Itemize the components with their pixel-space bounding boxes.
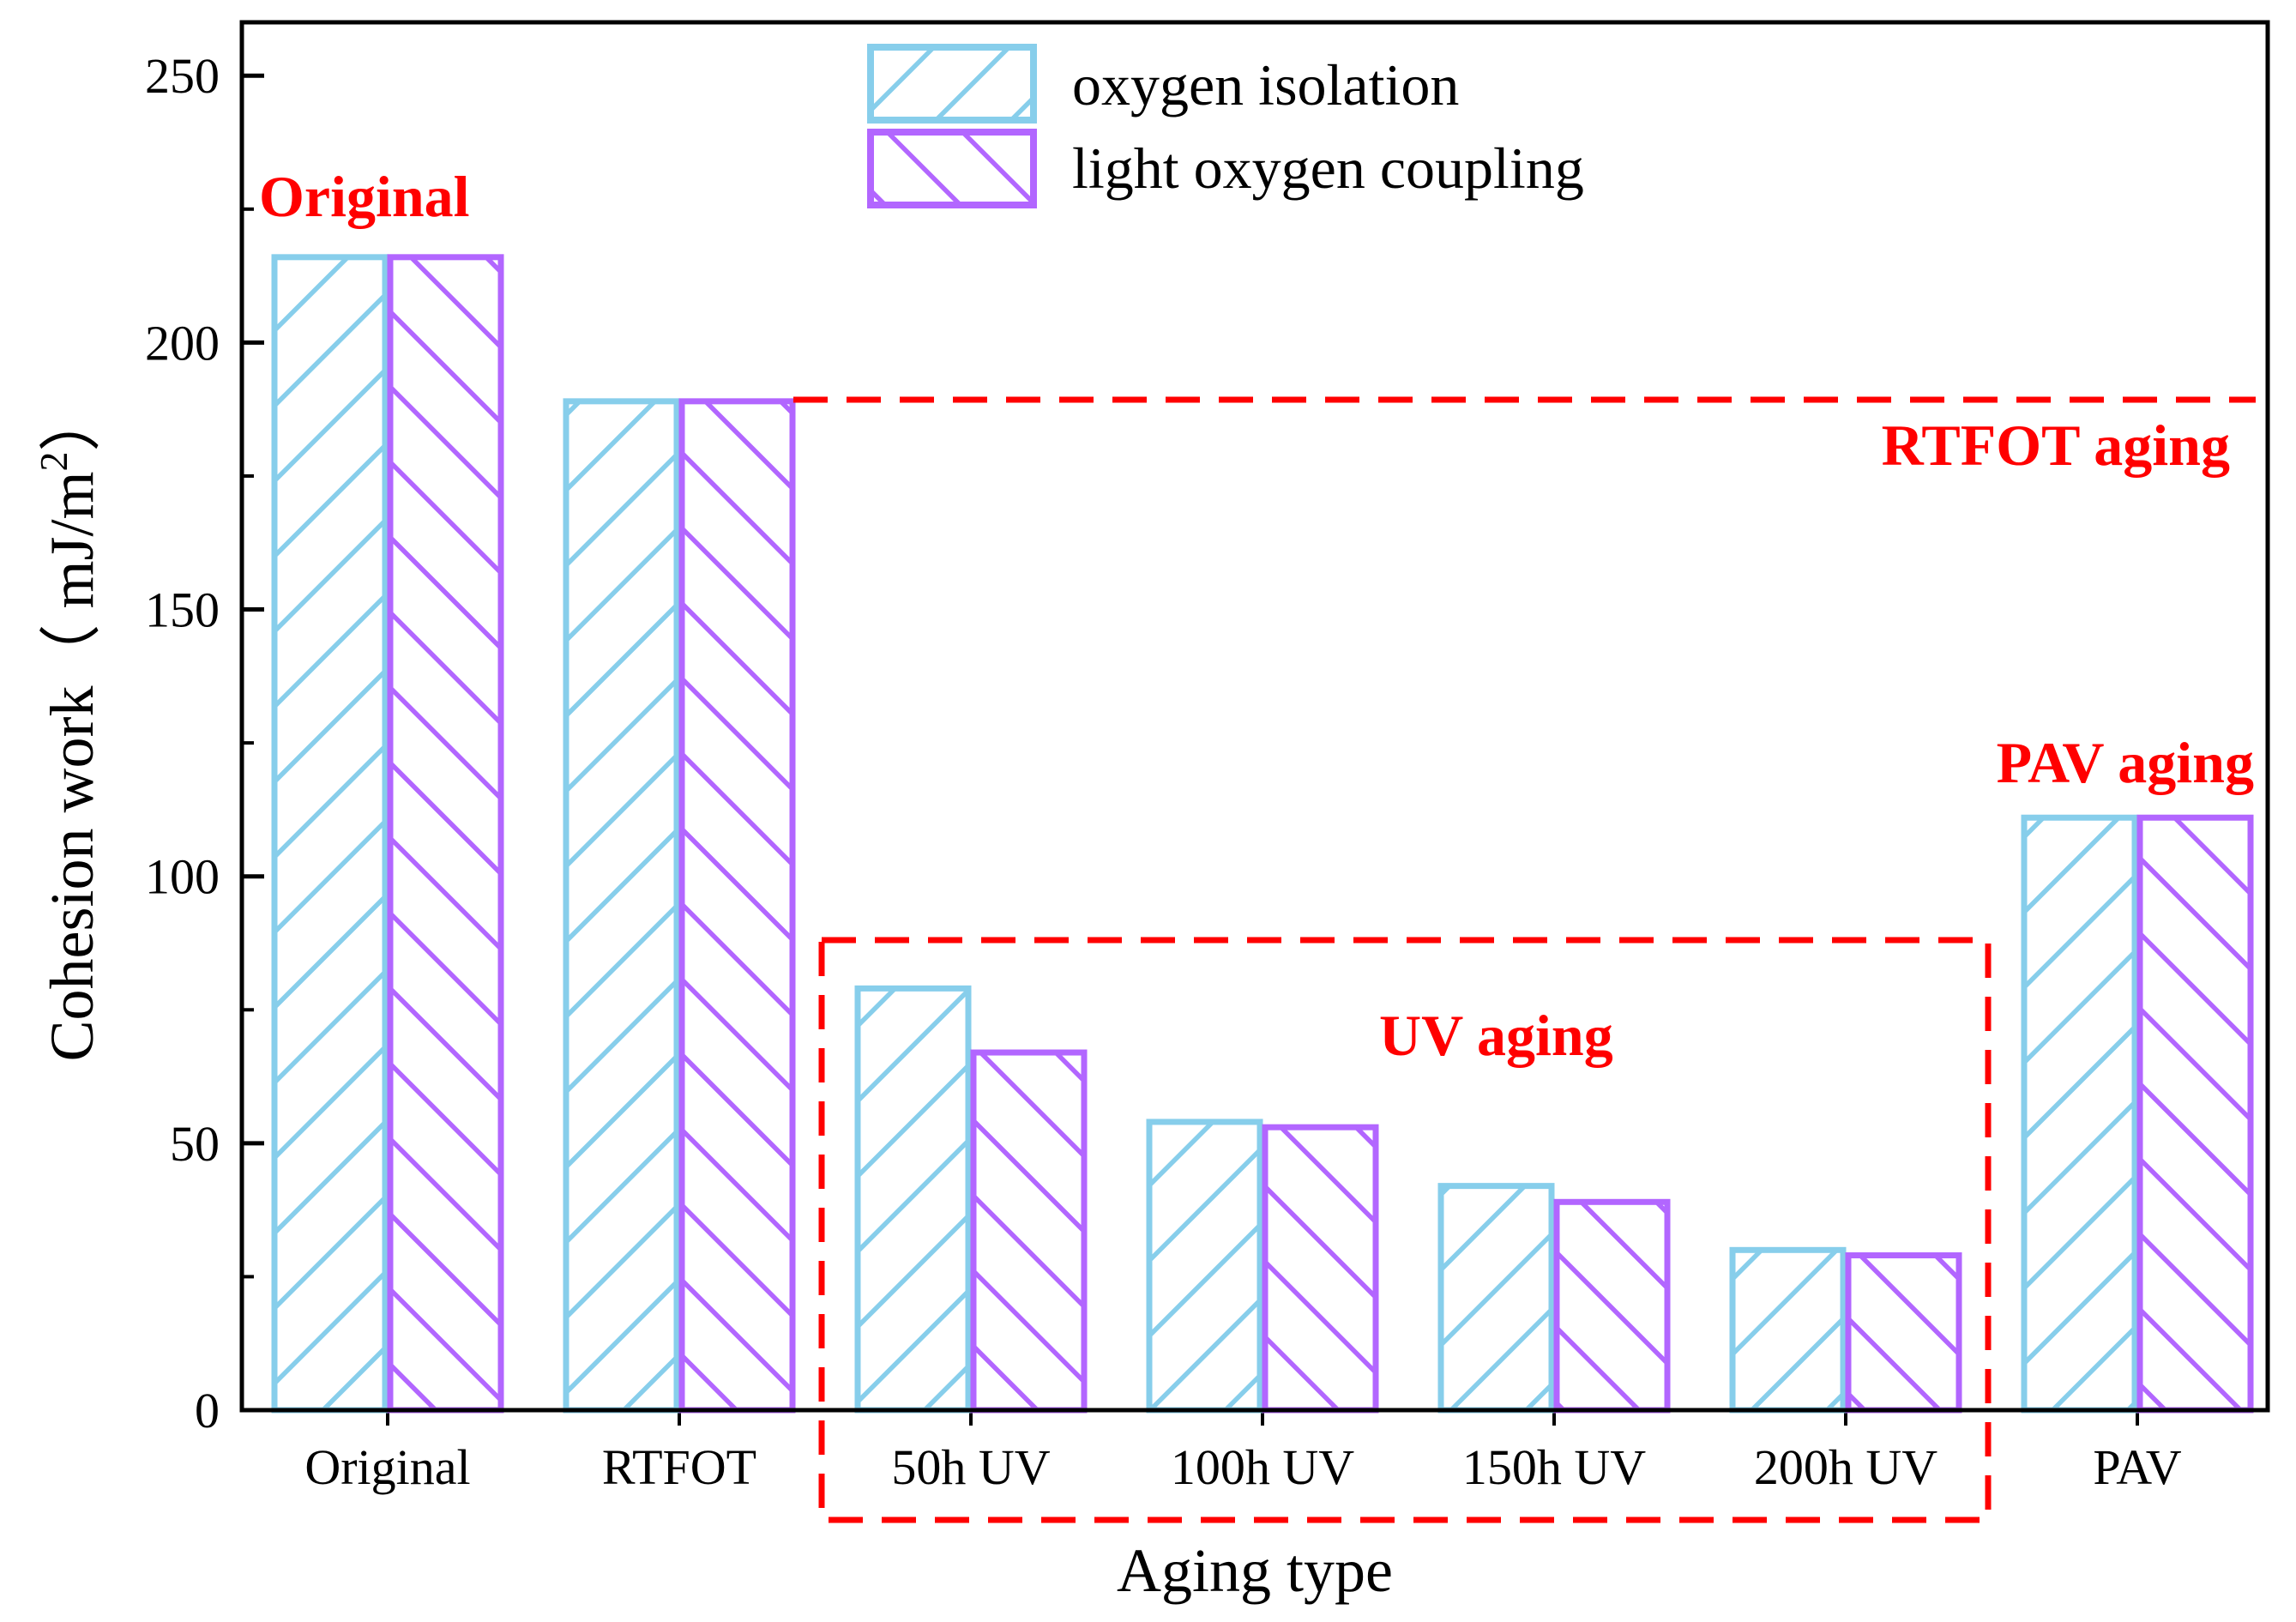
- annotation-uv-aging: UV aging: [1379, 1003, 1613, 1068]
- x-tick-label: Original: [304, 1439, 470, 1495]
- x-tick-label: 150h UV: [1462, 1439, 1646, 1495]
- y-tick-label: 200: [145, 315, 220, 371]
- legend-label-light-oxygen-coupling: light oxygen coupling: [1072, 136, 1584, 201]
- y-tick-label: 150: [145, 582, 220, 638]
- bar-light-oxygen-coupling-pav: [2136, 814, 2254, 1414]
- bar-oxygen-isolation-50h-uv: [854, 985, 972, 1414]
- x-tick-label: 100h UV: [1171, 1439, 1354, 1495]
- y-tick-label: 250: [145, 48, 220, 104]
- legend-swatch-oxygen-isolation: [867, 44, 1037, 124]
- legend-swatch-light-oxygen-coupling: [867, 129, 1037, 208]
- bar-oxygen-isolation-150h-uv: [1437, 1183, 1555, 1414]
- bar-oxygen-isolation-original: [271, 254, 389, 1414]
- x-tick-label: RTFOT: [602, 1439, 756, 1495]
- y-tick-label: 50: [170, 1116, 220, 1172]
- bar-oxygen-isolation-200h-uv: [1729, 1246, 1847, 1414]
- x-tick-label: PAV: [2093, 1439, 2181, 1495]
- bars: [271, 254, 2254, 1414]
- y-tick-label: 0: [195, 1383, 220, 1438]
- bar-oxygen-isolation-pav: [2021, 814, 2138, 1414]
- x-tick-label: 50h UV: [891, 1439, 1050, 1495]
- bar-oxygen-isolation-100h-uv: [1146, 1119, 1263, 1414]
- annotation-original: Original: [259, 164, 470, 229]
- bar-light-oxygen-coupling-150h-uv: [1553, 1198, 1671, 1414]
- x-tick-label: 200h UV: [1754, 1439, 1937, 1495]
- legend-label-oxygen-isolation: oxygen isolation: [1072, 52, 1459, 118]
- bar-light-oxygen-coupling-200h-uv: [1845, 1252, 1962, 1414]
- y-axis-title: Cohesion work（ mJ/m2）: [32, 389, 106, 1061]
- annotation-pav-aging: PAV aging: [1997, 730, 2254, 795]
- y-axis-title-main: Cohesion work（ mJ/m: [38, 472, 106, 1062]
- y-tick-label: 100: [145, 849, 220, 905]
- plot-frame: [239, 20, 2270, 1413]
- x-axis-title: Aging type: [1117, 1536, 1393, 1605]
- y-axis-title-close: ）: [38, 389, 106, 451]
- bar-light-oxygen-coupling-original: [387, 254, 504, 1414]
- bar-light-oxygen-coupling-rtfot: [678, 398, 796, 1414]
- x-axis-ticks: Original RTFOT 50h UV 100h UV 150h UV 200h UV…: [304, 1410, 2182, 1495]
- bar-light-oxygen-coupling-100h-uv: [1262, 1124, 1379, 1414]
- annotation-rtfot-aging: RTFOT aging: [1882, 413, 2230, 478]
- annotations: Original RTFOT aging UV aging PAV aging: [259, 164, 2256, 1523]
- bar-oxygen-isolation-rtfot: [563, 398, 680, 1414]
- y-axis-ticks: 0 50 100 150 200 250: [145, 48, 264, 1438]
- legend: oxygen isolation light oxygen coupling: [867, 44, 1584, 208]
- uv-aging-dashed-box: [818, 937, 1992, 1523]
- y-axis-title-superscript: 2: [32, 452, 75, 472]
- bar-light-oxygen-coupling-50h-uv: [970, 1049, 1088, 1414]
